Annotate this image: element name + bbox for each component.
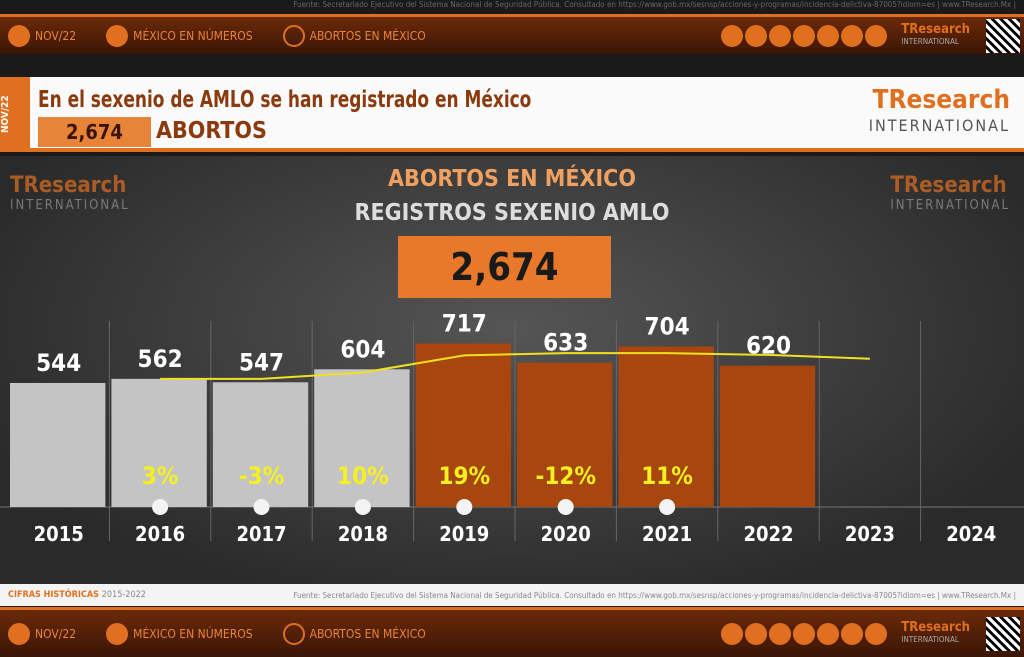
watermark-logo-right: TResearch INTERNATIONAL (890, 173, 1010, 214)
globe-icon[interactable] (721, 622, 744, 645)
pct-marker-2017 (253, 499, 270, 515)
header-number: 2,674 (38, 117, 151, 147)
trend-line (160, 352, 870, 380)
twitter-icon[interactable] (793, 622, 816, 645)
pct-marker-2016 (152, 499, 169, 515)
email-icon[interactable] (769, 24, 792, 47)
chart-title: ABORTOS EN MÉXICO (388, 166, 636, 192)
value-label-2016: 562 (138, 345, 183, 373)
pct-label-2020: -12% (535, 462, 596, 490)
nav-abortos-bottom[interactable]: ABORTOS EN MÉXICO (282, 622, 426, 645)
bar-2020 (517, 362, 613, 507)
nav-date[interactable]: NOV/22 (8, 24, 77, 47)
watermark-logo-left: TResearch INTERNATIONAL (10, 173, 130, 214)
value-label-2018: 604 (340, 335, 385, 363)
youtube-icon[interactable] (865, 622, 888, 645)
map-pin-icon (106, 622, 129, 645)
bar-2017 (212, 382, 309, 507)
nav-logo: TResearch INTERNATIONAL (901, 21, 970, 46)
bar-2016 (111, 378, 207, 507)
pct-marker-2018 (354, 499, 371, 515)
calendar-icon (8, 622, 30, 645)
year-label-2015: 2015 (34, 522, 84, 546)
chat-chart-icon (282, 24, 305, 47)
qr-code-bottom (986, 616, 1020, 651)
chart-subtitle: REGISTROS SEXENIO AMLO (354, 200, 670, 226)
value-label-2021: 704 (645, 312, 690, 340)
year-label-2021: 2021 (642, 522, 692, 546)
bottom-nav: NOV/22 MÉXICO EN NÚMEROS ABORTOS EN MÉXI… (0, 607, 1024, 657)
top-nav: NOV/22 MÉXICO EN NÚMEROS ABORTOS EN MÉXI… (0, 14, 1024, 54)
year-label-2019: 2019 (439, 522, 489, 546)
chart-area: TResearch INTERNATIONAL TResearch INTERNAT… (0, 156, 1024, 584)
bar-2021 (618, 346, 714, 507)
year-label-2017: 2017 (236, 522, 286, 546)
header: NOV/22 En el sexenio de AMLO se han regi… (0, 77, 1024, 152)
footer-strip: CIFRAS HISTÓRICAS 2015-2022 Fuente: Secr… (0, 584, 1024, 606)
bar-2019 (415, 343, 511, 507)
nav-item1-label: MÉXICO EN NÚMEROS (133, 626, 253, 641)
pct-marker-2019 (456, 499, 473, 515)
value-label-2020: 633 (543, 329, 588, 357)
nav-date-label: NOV/22 (35, 28, 77, 43)
bar-chart: 544 2015 562 3% 2016 547 -3% 2017 604 10% 2018 717 1… (0, 310, 1024, 546)
year-label-2023: 2023 (845, 522, 895, 546)
nav-item2-label: ABORTOS EN MÉXICO (309, 28, 426, 43)
year-label-2024: 2024 (946, 522, 996, 546)
nav-logo-bottom: TResearch INTERNATIONAL (901, 619, 970, 644)
header-label: ABORTOS (156, 118, 267, 144)
year-label-2022: 2022 (743, 522, 793, 546)
globe-icon[interactable] (721, 24, 744, 47)
social-links-bottom (721, 622, 888, 645)
linkedin-icon[interactable] (841, 24, 864, 47)
twitter-icon[interactable] (793, 24, 816, 47)
value-label-2019: 717 (442, 310, 487, 338)
qr-code (986, 18, 1020, 53)
pct-label-2019: 19% (438, 462, 490, 490)
pct-label-2017: -3% (239, 462, 285, 490)
nav-mexico-numeros-bottom[interactable]: MÉXICO EN NÚMEROS (106, 622, 253, 645)
whatsapp-icon[interactable] (745, 622, 768, 645)
header-date-tag: NOV/22 (0, 77, 30, 152)
social-links (721, 24, 888, 47)
source-note-top: Fuente: Secretariado Ejecutivo del Siste… (293, 0, 1016, 9)
bar-2015 (10, 382, 106, 507)
youtube-icon[interactable] (865, 24, 888, 47)
nav-abortos[interactable]: ABORTOS EN MÉXICO (282, 24, 426, 47)
pct-marker-2020 (557, 499, 574, 515)
year-label-2018: 2018 (338, 522, 388, 546)
value-label-2017: 547 (239, 348, 284, 376)
map-pin-icon (106, 24, 129, 47)
header-logo: TResearch INTERNATIONAL (868, 85, 1010, 135)
value-label-2015: 544 (36, 349, 81, 377)
nav-item1-label: MÉXICO EN NÚMEROS (133, 28, 253, 43)
pct-label-2021: 11% (641, 462, 693, 490)
facebook-icon[interactable] (817, 622, 840, 645)
nav-mexico-numeros[interactable]: MÉXICO EN NÚMEROS (106, 24, 253, 47)
header-title: En el sexenio de AMLO se han registrado … (38, 87, 532, 113)
calendar-icon (8, 24, 30, 47)
nav-item2-label: ABORTOS EN MÉXICO (309, 626, 426, 641)
year-label-2016: 2016 (135, 522, 185, 546)
nav-date-bottom[interactable]: NOV/22 (8, 622, 77, 645)
whatsapp-icon[interactable] (745, 24, 768, 47)
pct-label-2018: 10% (337, 462, 389, 490)
facebook-icon[interactable] (817, 24, 840, 47)
pct-marker-2021 (659, 499, 676, 515)
bar-2022 (719, 365, 816, 507)
year-label-2020: 2020 (541, 522, 591, 546)
footer-label: CIFRAS HISTÓRICAS 2015-2022 (8, 590, 146, 600)
bar-2018 (314, 369, 410, 507)
email-icon[interactable] (769, 622, 792, 645)
source-note: Fuente: Secretariado Ejecutivo del Siste… (293, 590, 1016, 600)
chart-total: 2,674 (398, 236, 611, 298)
nav-date-label: NOV/22 (35, 626, 77, 641)
linkedin-icon[interactable] (841, 622, 864, 645)
chat-chart-icon (282, 622, 305, 645)
pct-label-2016: 3% (142, 462, 179, 490)
